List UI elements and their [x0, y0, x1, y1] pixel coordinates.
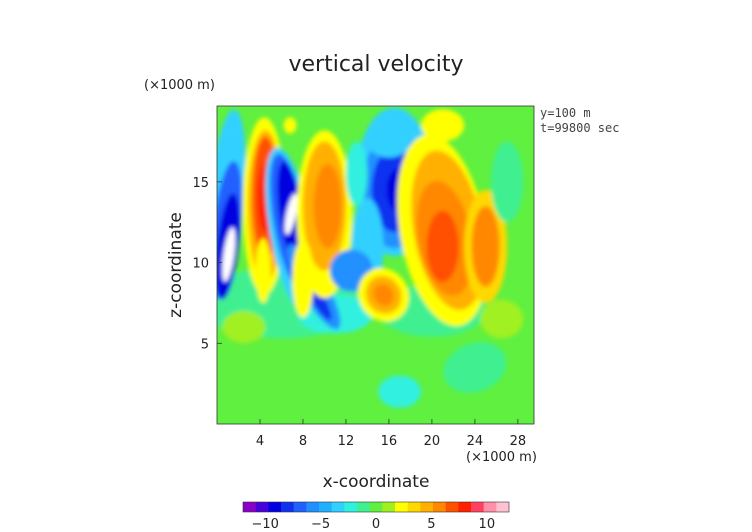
x-tick-label: 4 — [256, 434, 264, 449]
colorbar-swatch — [357, 502, 370, 512]
y-axis-ticks: 5 10 15 — [192, 176, 222, 352]
x-tick-label: 16 — [381, 434, 398, 449]
field-region-39 — [471, 206, 500, 287]
field-region-42 — [283, 117, 297, 134]
field-region-4 — [222, 311, 266, 344]
colorbar-swatch — [445, 502, 459, 512]
colorbar-swatch — [255, 502, 269, 512]
field-region-14 — [255, 238, 271, 303]
x-tick-label: 28 — [510, 434, 527, 449]
colorbar-tick-label: −10 — [251, 517, 278, 532]
field-region-9 — [222, 227, 236, 282]
colorbar-swatch — [344, 502, 358, 512]
y-tick-label: 5 — [201, 337, 209, 352]
colorbar-swatch — [268, 502, 282, 512]
colorbar-tick-label: 0 — [372, 517, 380, 532]
x-axis-label: x-coordinate — [323, 472, 430, 492]
colorbar-ticks: −10 −5 0 5 10 — [251, 517, 495, 532]
colorbar — [242, 501, 510, 513]
colorbar-swatch — [319, 502, 332, 512]
x-tick-label: 20 — [424, 434, 441, 449]
annotation-t: t=99800 sec — [540, 121, 619, 135]
field-region-40 — [491, 141, 524, 223]
field-region-3 — [443, 342, 507, 393]
field-region-5 — [480, 299, 524, 339]
plot-frame — [216, 105, 535, 425]
field-region-24 — [292, 239, 314, 318]
colorbar-frame — [242, 501, 510, 513]
colorbar-swatch — [331, 502, 345, 512]
y-unit-label: (×1000 m) — [144, 78, 215, 93]
x-axis-ticks: 4 8 12 16 20 24 28 — [256, 419, 526, 449]
field-region-43 — [421, 109, 465, 142]
colorbar-swatch — [483, 502, 497, 512]
colorbar-swatch — [407, 502, 421, 512]
colorbar-swatch — [369, 502, 383, 512]
colorbar-tick-label: −5 — [311, 517, 330, 532]
x-tick-label: 12 — [338, 434, 355, 449]
plot-area — [217, 106, 534, 424]
colorbar-tick-label: 5 — [427, 517, 435, 532]
colorbar-swatch — [471, 502, 484, 512]
colorbar-tick-label: 10 — [479, 517, 496, 532]
field-region-41 — [345, 141, 368, 207]
colorbar-swatch — [433, 502, 446, 512]
colorbar-swatch — [496, 502, 510, 512]
colorbar-swatch — [243, 502, 256, 512]
field-region-23 — [313, 164, 342, 249]
chart-title: vertical velocity — [288, 52, 463, 77]
field-region-45 — [378, 375, 422, 408]
colorbar-swatch — [293, 502, 307, 512]
field-region-37 — [426, 210, 459, 282]
x-tick-label: 24 — [467, 434, 484, 449]
y-tick-label: 10 — [192, 257, 209, 272]
field-region-18 — [284, 193, 298, 235]
colorbar-swatch — [458, 502, 472, 512]
x-unit-label: (×1000 m) — [466, 450, 537, 465]
annotation-y: y=100 m — [540, 106, 591, 120]
y-tick-label: 15 — [192, 176, 209, 191]
y-axis-label: z-coordinate — [166, 212, 186, 318]
colorbar-swatch — [281, 502, 294, 512]
colorbar-swatch — [306, 502, 320, 512]
field-region-33 — [373, 283, 394, 306]
x-tick-label: 8 — [299, 434, 307, 449]
colorbar-swatch — [420, 502, 434, 512]
colorbar-swatch — [382, 502, 396, 512]
field-region-44 — [367, 125, 411, 158]
colorbar-swatch — [395, 502, 408, 512]
